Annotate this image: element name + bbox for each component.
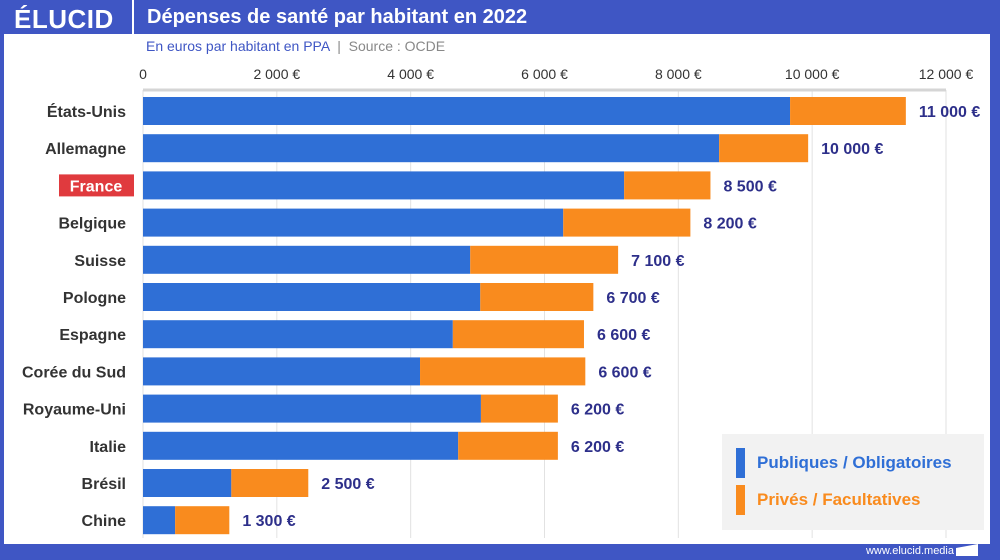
bar-private: [719, 134, 809, 163]
tick-label: 10 000 €: [785, 66, 840, 82]
tick-label: 8 000 €: [655, 66, 702, 82]
legend-label: Privés / Facultatives: [757, 490, 921, 509]
legend-item-public: Publiques / Obligatoires: [736, 448, 952, 478]
data-label: 6 600 €: [597, 327, 650, 344]
legend-swatch: [736, 485, 745, 515]
legend-item-private: Privés / Facultatives: [736, 485, 920, 515]
data-label: 1 300 €: [242, 513, 295, 530]
tick-label: 12 000 €: [919, 66, 974, 82]
bar-public: [143, 506, 176, 535]
bar-public: [143, 245, 471, 274]
subtitle-text: En euros par habitant en PPA: [146, 38, 330, 54]
bar-private: [231, 469, 309, 497]
tick-label: 0: [139, 66, 147, 82]
data-label: 6 700 €: [606, 290, 659, 307]
bar-public: [143, 357, 421, 386]
data-label: 2 500 €: [321, 476, 374, 493]
data-label: 11 000 €: [919, 104, 981, 121]
legend-label: Publiques / Obligatoires: [757, 453, 952, 472]
legend: Publiques / Obligatoires Privés / Facult…: [722, 434, 984, 530]
bar-public: [143, 171, 625, 200]
bar-public: [143, 394, 481, 423]
category-label: Italie: [90, 439, 127, 456]
bar-private: [563, 208, 691, 237]
bar-private: [452, 320, 584, 349]
data-label: 6 600 €: [598, 364, 651, 381]
category-label: Corée du Sud: [22, 364, 126, 381]
category-label: Pologne: [63, 290, 126, 307]
category-label: Suisse: [74, 253, 126, 270]
category-label: Royaume-Uni: [23, 402, 126, 419]
category-label: Allemagne: [45, 141, 126, 158]
tick-label: 4 000 €: [387, 66, 434, 82]
highlight-badge: [59, 174, 134, 197]
bar-public: [143, 134, 720, 163]
category-label: Chine: [82, 513, 127, 530]
category-label: Brésil: [82, 476, 126, 493]
elucid-flag-icon: [956, 544, 978, 556]
category-label: Espagne: [59, 327, 126, 344]
bar-public: [143, 431, 459, 460]
source-text: Source : OCDE: [348, 38, 446, 54]
data-label: 10 000 €: [821, 141, 883, 158]
bar-private: [458, 431, 558, 460]
category-label: Belgique: [58, 216, 126, 233]
bar-private: [624, 171, 711, 200]
category-label: France: [70, 178, 123, 195]
bar-public: [143, 320, 453, 349]
bar-public: [143, 208, 564, 237]
data-label: 7 100 €: [631, 253, 684, 270]
bar-private: [480, 394, 558, 423]
tick-label: 6 000 €: [521, 66, 568, 82]
tick-label: 2 000 €: [253, 66, 300, 82]
bar-private: [175, 506, 230, 535]
legend-swatch: [736, 448, 745, 478]
bar-private: [420, 357, 586, 386]
bar-public: [143, 469, 232, 497]
chart-title: Dépenses de santé par habitant en 2022: [147, 6, 528, 28]
divider: [132, 0, 134, 34]
data-label: 8 500 €: [723, 178, 776, 195]
bar-private: [790, 97, 906, 125]
subtitle: En euros par habitant en PPA | Source : …: [146, 38, 446, 54]
data-label: 6 200 €: [571, 402, 624, 419]
footer-url[interactable]: www.elucid.media: [865, 545, 954, 557]
data-label: 6 200 €: [571, 439, 624, 456]
bar-public: [143, 97, 791, 125]
bar-public: [143, 283, 481, 311]
bar-private: [470, 245, 619, 274]
bar-private: [480, 283, 594, 311]
category-label: États-Unis: [47, 102, 126, 121]
logo: ÉLUCID: [14, 4, 114, 34]
data-label: 8 200 €: [703, 216, 756, 233]
